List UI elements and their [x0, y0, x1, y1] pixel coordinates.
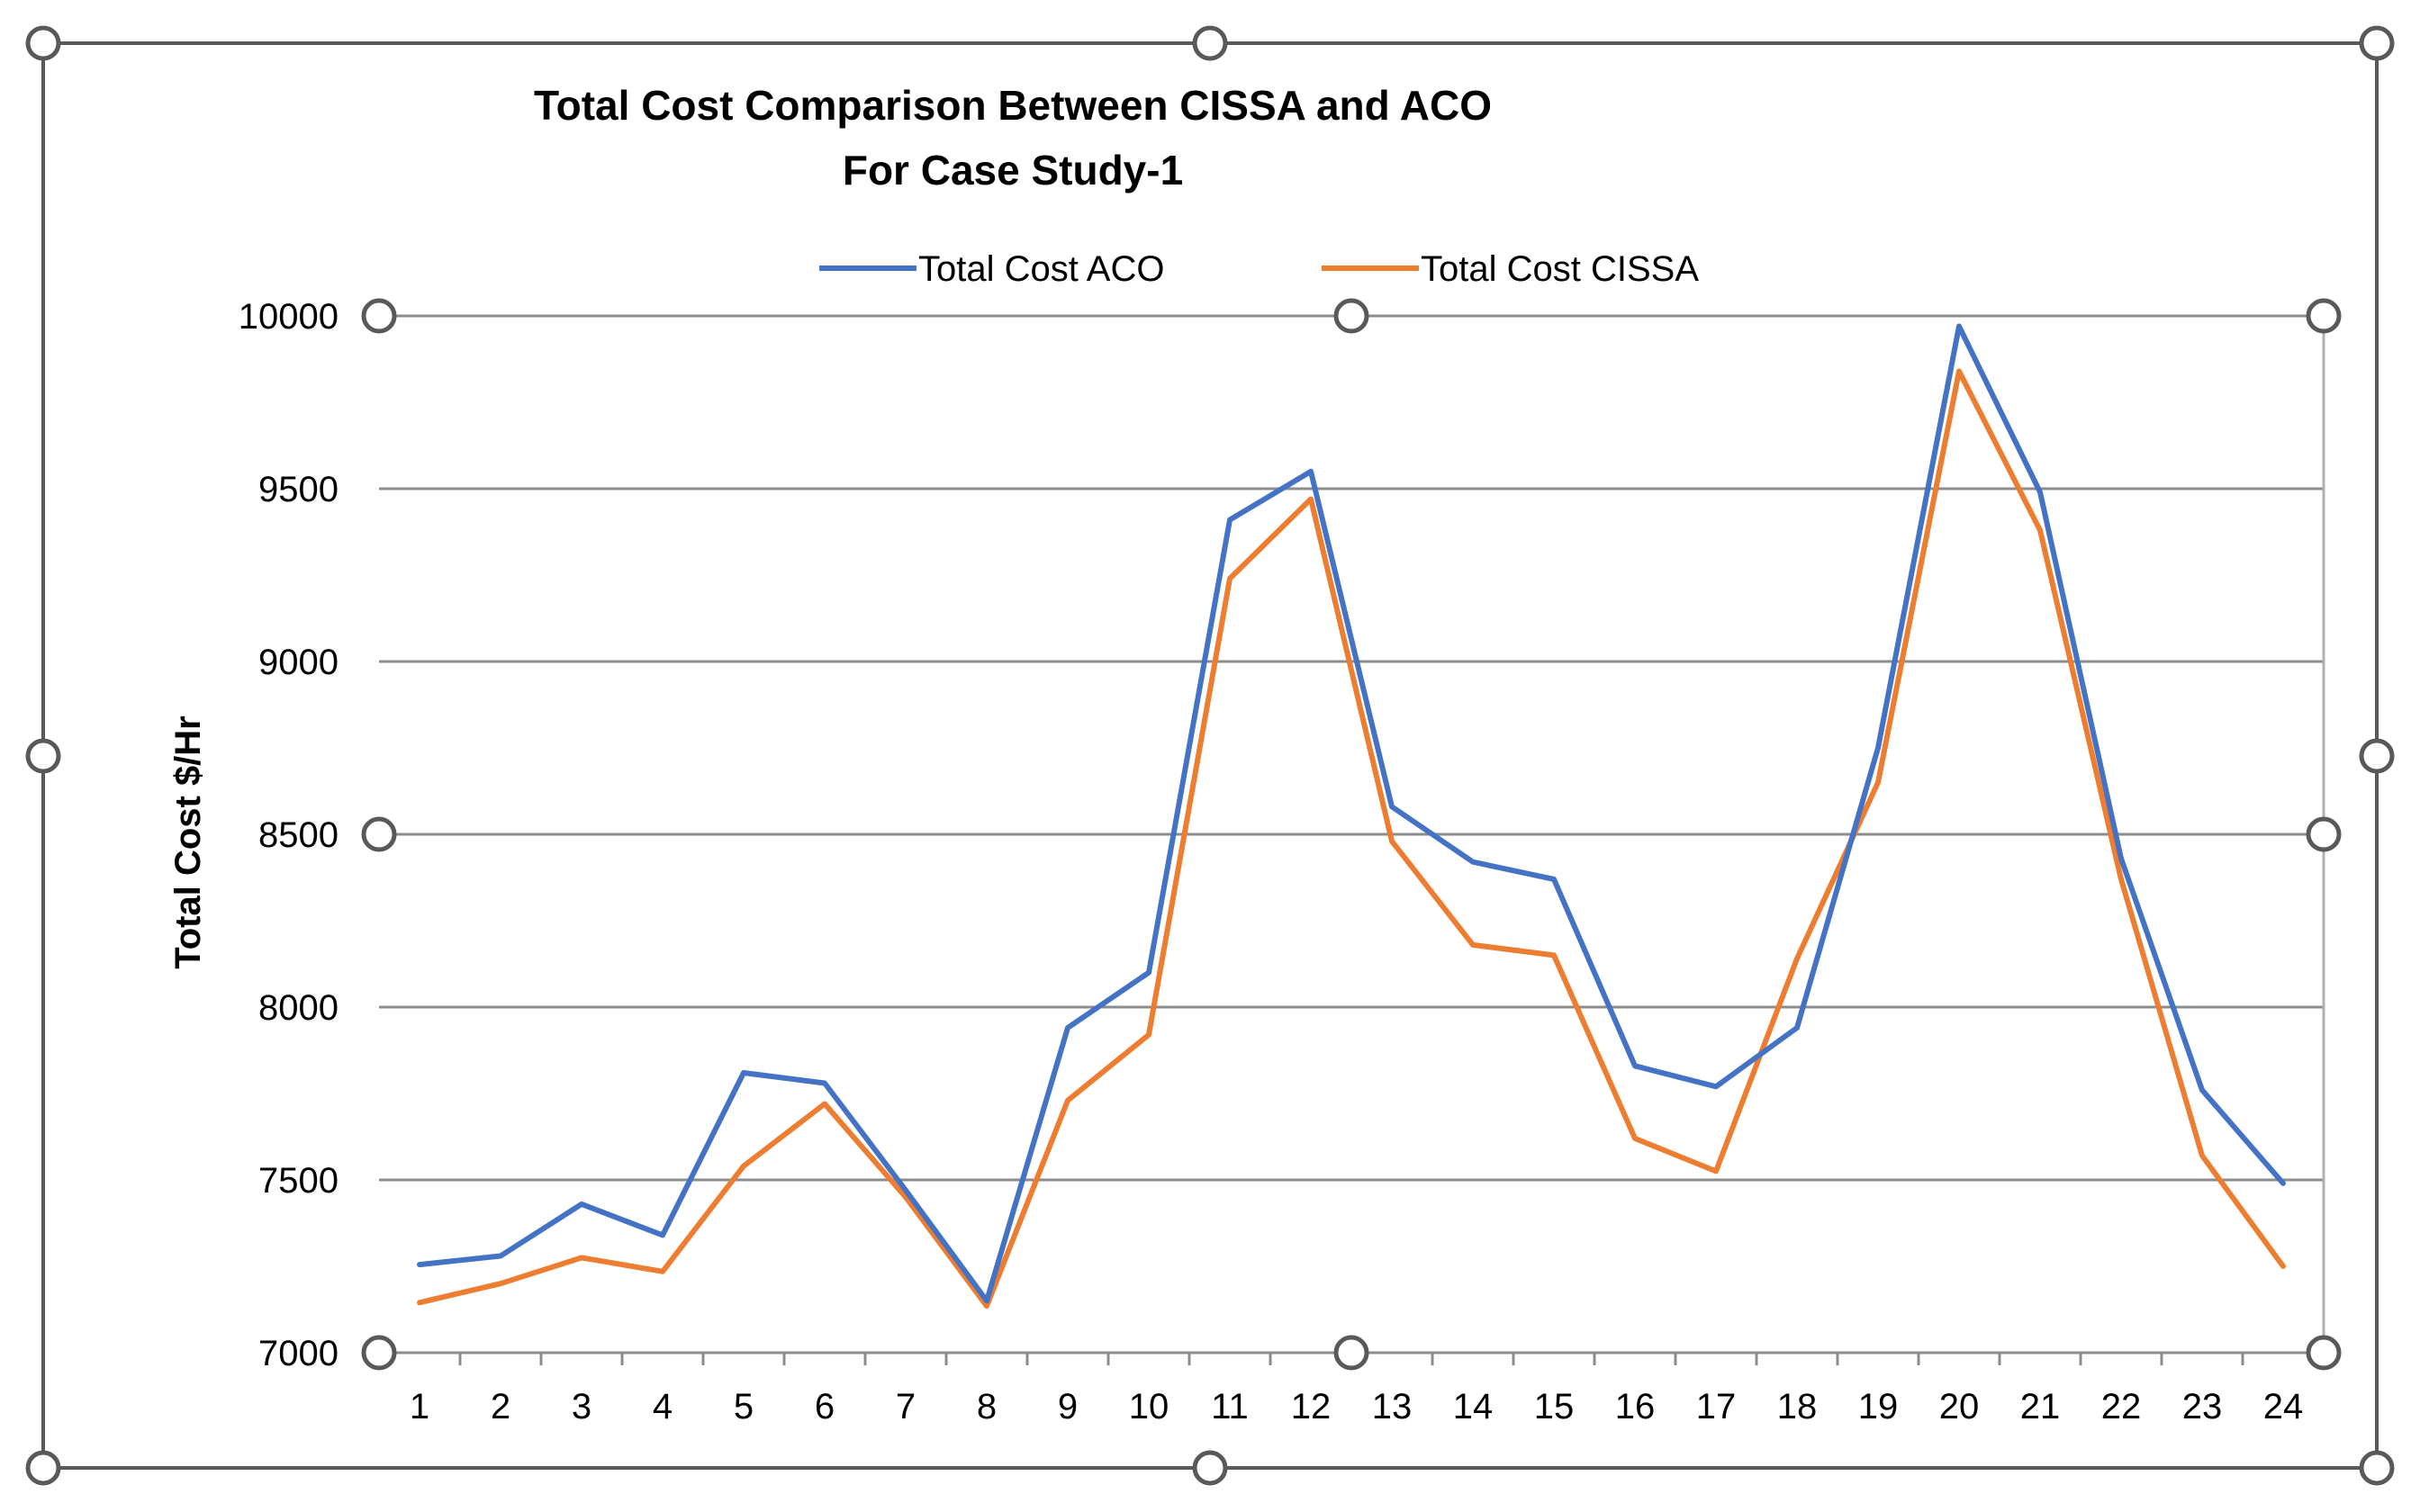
resize-handle[interactable]	[2306, 1335, 2342, 1371]
y-tick-label: 8500	[258, 815, 339, 855]
x-tick-label: 17	[1696, 1387, 1737, 1426]
legend-label-cissa: Total Cost CISSA	[1421, 249, 1699, 289]
resize-handle[interactable]	[25, 1450, 61, 1486]
x-tick-label: 7	[896, 1387, 916, 1426]
x-tick-label: 13	[1372, 1387, 1413, 1426]
selection-handles[interactable]	[25, 25, 2395, 1486]
x-tick-label: 19	[1858, 1387, 1899, 1426]
x-tick-label: 18	[1777, 1387, 1818, 1426]
resize-handle[interactable]	[2359, 1450, 2395, 1486]
x-tick-label: 2	[491, 1387, 510, 1426]
x-tick-label: 14	[1453, 1387, 1494, 1426]
series-line-cissa	[417, 368, 2286, 1310]
resize-handle[interactable]	[1192, 25, 1228, 61]
x-tick-label: 1	[410, 1387, 429, 1426]
y-tick-label: 8000	[258, 988, 339, 1028]
resize-handle[interactable]	[361, 816, 397, 852]
x-tick-label: 8	[977, 1387, 997, 1426]
y-tick-label: 9500	[258, 470, 339, 509]
y-tick-label: 9000	[258, 643, 339, 682]
x-tick-label: 20	[1939, 1387, 1980, 1426]
chart-subtitle: For Case Study-1	[843, 147, 1183, 194]
legend-label-aco: Total Cost ACO	[918, 249, 1164, 289]
resize-handle[interactable]	[2306, 816, 2342, 852]
x-tick-label: 22	[2101, 1387, 2142, 1426]
x-tick-label: 21	[2020, 1387, 2061, 1426]
x-axis-ticks: 1 2 3 4 5 6 7 8 9 10 11 12 13 14 15 16 17 18 19 20 21 22 23 24	[410, 1387, 2303, 1426]
resize-handle[interactable]	[2359, 738, 2395, 774]
x-tick-label: 9	[1058, 1387, 1078, 1426]
resize-handle[interactable]	[1333, 1335, 1369, 1371]
x-tick-label: 12	[1291, 1387, 1332, 1426]
y-axis-ticks: 7000 7500 8000 8500 9000 9500 10000	[239, 297, 339, 1373]
chart-title: Total Cost Comparison Between CISSA and …	[534, 82, 1492, 129]
x-tick-label: 4	[653, 1387, 673, 1426]
resize-handle[interactable]	[1333, 298, 1369, 334]
y-axis-title: Total Cost $/Hr	[168, 716, 208, 969]
resize-handle[interactable]	[25, 738, 61, 774]
chart-selection-frame	[41, 41, 2379, 1470]
x-tick-label: 5	[734, 1387, 754, 1426]
legend: Total Cost ACO Total Cost CISSA	[819, 249, 1699, 289]
y-tick-label: 7000	[258, 1334, 339, 1373]
x-tick-label: 24	[2263, 1387, 2304, 1426]
resize-handle[interactable]	[2359, 25, 2395, 61]
y-tick-label: 10000	[239, 297, 339, 337]
series-lines	[417, 323, 2286, 1310]
resize-handle[interactable]	[1192, 1450, 1228, 1486]
x-tick-label: 11	[1211, 1387, 1249, 1426]
x-tick-label: 10	[1129, 1387, 1169, 1426]
x-tick-label: 3	[572, 1387, 591, 1426]
resize-handle[interactable]	[25, 25, 61, 61]
y-tick-label: 7500	[258, 1161, 339, 1201]
resize-handle[interactable]	[2306, 298, 2342, 334]
resize-handle[interactable]	[361, 298, 397, 334]
x-tick-label: 23	[2182, 1387, 2223, 1426]
x-tick-label: 6	[815, 1387, 835, 1426]
resize-handle[interactable]	[361, 1335, 397, 1371]
x-tick-label: 15	[1534, 1387, 1575, 1426]
x-tick-label: 16	[1615, 1387, 1656, 1426]
series-line-aco	[417, 323, 2286, 1304]
